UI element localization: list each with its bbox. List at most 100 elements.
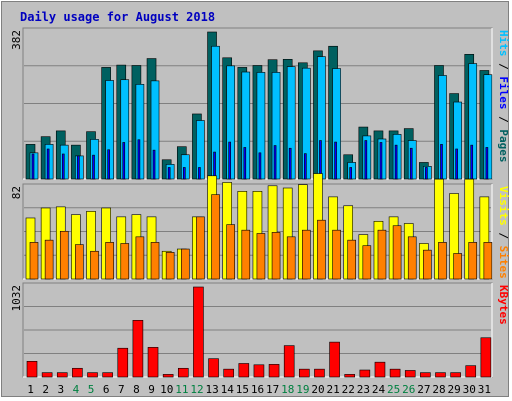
kbytes-bar [253,364,265,378]
x-tick-label: 8 [133,383,140,396]
panel-3-ymax-label: 1032 [10,285,23,312]
x-tick-label: 10 [160,383,173,396]
files-bar [182,167,186,180]
sites-bar [120,243,130,280]
files-bar [485,147,489,180]
sites-bar [271,232,281,280]
sites-bar [196,216,205,280]
kbytes-bar [26,361,38,378]
kbytes-bar [177,367,189,378]
files-bar [92,154,95,180]
sites-bar [317,219,326,280]
x-tick-label: 28 [432,383,445,396]
files-bar [364,140,368,180]
files-bar [61,153,65,180]
legend-pages: Pages [497,129,510,162]
x-tick-label: 12 [190,383,203,396]
legend-files: Files [497,76,510,109]
files-bar [213,151,216,180]
x-tick-label: 27 [417,383,430,396]
files-bar [167,167,171,180]
sites-bar [105,242,114,280]
kbytes-bar [193,286,204,378]
files-bar [288,147,292,180]
sites-bar [453,253,462,280]
kbytes-bar [329,341,340,378]
files-bar [46,148,50,180]
legend-visits: Visits [497,186,510,226]
kbytes-bar [147,347,159,378]
legend-sites: Sites [497,246,510,279]
sites-bar [377,229,387,280]
files-bar [122,142,126,180]
files-bar [228,141,231,180]
kbytes-bar [450,372,461,378]
files-bar [470,144,474,180]
sites-bar [29,242,39,280]
sites-bar [241,229,251,280]
x-tick-label: 20 [311,383,324,396]
sites-bar [226,224,235,280]
files-bar [258,152,262,180]
files-bar [304,153,307,180]
kbytes-bar [72,367,83,378]
panel-2-legend: Visits / Sites [497,186,510,279]
files-bar [243,147,247,180]
x-tick-label: 5 [88,383,95,396]
x-tick-label: 16 [251,383,264,396]
files-bar [379,142,383,180]
kbytes-bar [117,347,129,378]
sites-bar [75,244,84,280]
files-bar [31,153,35,180]
kbytes-bar [374,361,386,378]
sites-bar [302,229,311,280]
kbytes-bar [435,372,446,378]
legend-kbytes: KBytes [497,285,510,325]
kbytes-bar [314,368,325,378]
sites-bar [332,229,341,280]
kbytes-bar [480,337,492,378]
sites-bar [90,250,99,280]
x-tick-label: 17 [266,383,279,396]
sites-bar [59,230,69,280]
kbytes-bar [465,365,477,378]
kbytes-bar [389,368,401,378]
x-tick-label: 23 [357,383,370,396]
x-tick-label: 26 [402,383,415,396]
files-bar [349,167,353,180]
files-bar [409,147,413,180]
legend-hits: Hits [497,30,510,57]
x-tick-label: 3 [58,383,65,396]
sites-bar [165,252,175,280]
files-bar [440,144,443,180]
kbytes-bar [223,368,234,378]
kbytes-bar [102,372,113,378]
panel-1-legend: Hits / Files / Pages [497,30,510,163]
kbytes-bar [238,363,250,378]
x-tick-label: 19 [296,383,309,396]
sites-bar [286,236,296,280]
sites-bar [44,239,54,280]
legend-separator: / [497,226,510,246]
kbytes-bar [283,345,295,378]
panel-2-ymax-label: 82 [10,186,23,199]
sites-bar [211,194,220,280]
files-bar [137,139,141,180]
files-bar [273,145,277,180]
kbytes-bar [299,368,310,378]
x-tick-label: 14 [221,383,235,396]
sites-bar [438,242,447,280]
panel-1-ymax-label: 382 [10,30,23,50]
x-tick-label: 13 [205,383,218,396]
sites-bar [256,233,266,280]
x-tick-label: 18 [281,383,294,396]
x-tick-label: 25 [387,383,400,396]
x-tick-label: 21 [327,383,340,396]
sites-bar [407,236,417,280]
panel-3-legend: KBytes [497,285,510,325]
legend-separator: / [497,110,510,130]
kbytes-bar [404,370,416,378]
x-tick-label: 4 [73,383,80,396]
x-tick-label: 2 [42,383,49,396]
